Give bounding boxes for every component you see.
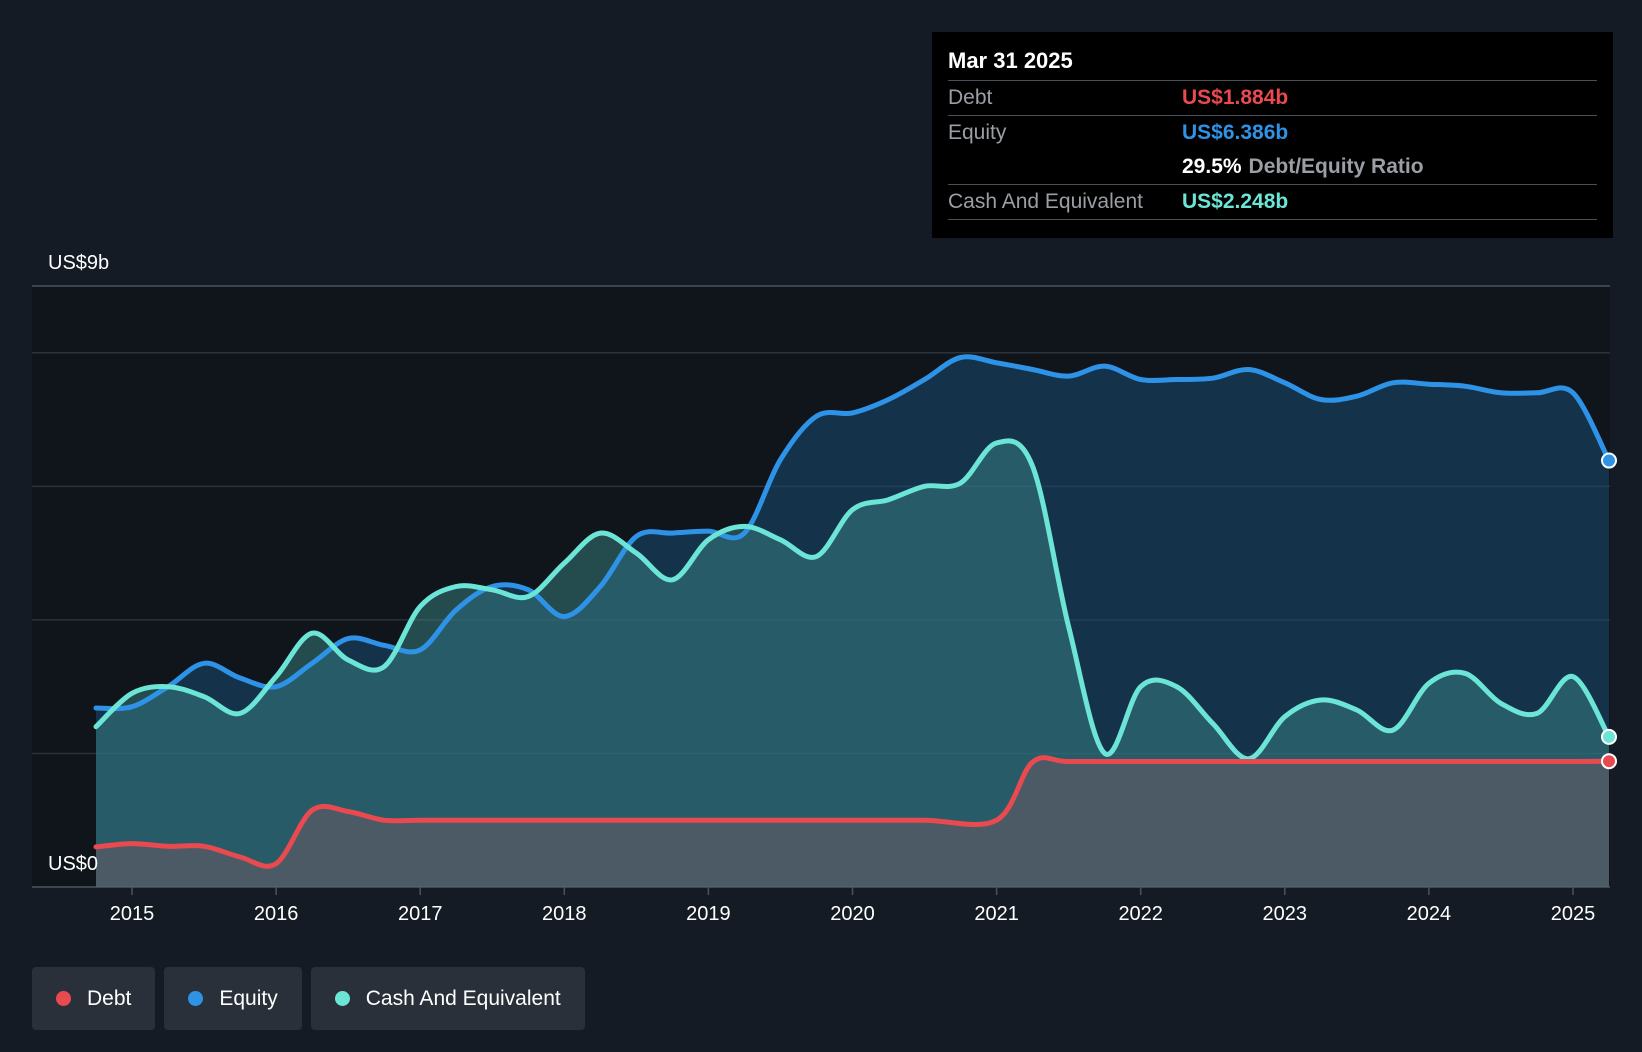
tooltip-debt-value: US$1.884b <box>1182 86 1289 109</box>
x-tick-label: 2018 <box>542 903 587 925</box>
tooltip-cash-label: Cash And Equivalent <box>948 190 1143 213</box>
tooltip-cash-value: US$2.248b <box>1182 190 1289 213</box>
series-line <box>93 755 1612 869</box>
tooltip-equity-value: US$6.386b <box>1182 121 1289 144</box>
series-line <box>93 354 1612 712</box>
tooltip-row-debt: Debt US$1.884b <box>948 80 1597 115</box>
legend-equity-label: Equity <box>219 986 278 1010</box>
tooltip-row-ratio: 29.5% Debt/Equity Ratio <box>948 150 1597 184</box>
x-tick-label: 2022 <box>1118 903 1163 925</box>
legend-item-cash[interactable]: Cash And Equivalent <box>310 967 585 1030</box>
x-tick-label: 2021 <box>974 903 1019 925</box>
series-line <box>93 438 1612 762</box>
legend-debt-label: Debt <box>87 986 132 1010</box>
y-axis-top-label: US$9b <box>48 252 109 274</box>
end-markers <box>1601 452 1617 770</box>
tooltip-row-equity: Equity US$6.386b <box>948 115 1597 150</box>
equity-dot-icon <box>188 991 204 1006</box>
series-lines <box>93 354 1612 869</box>
tooltip-panel: Mar 31 2025 Debt US$1.884b Equity US$6.3… <box>932 32 1613 238</box>
series-end-point <box>1601 452 1617 469</box>
x-tick-label: 2020 <box>830 903 875 925</box>
series-end-point <box>1601 753 1617 770</box>
x-axis-ticks: 2015 2016 2017 2018 2019 2020 2021 2022 2023 2024… <box>110 887 1595 925</box>
tooltip-ratio-value: 29.5% <box>1182 155 1242 178</box>
x-tick-label: 2019 <box>686 903 731 925</box>
x-tick-label: 2025 <box>1551 903 1596 925</box>
tooltip-row-cash: Cash And Equivalent US$2.248b <box>948 184 1597 220</box>
tooltip-ratio-label: Debt/Equity Ratio <box>1248 155 1424 178</box>
chart-legend: Debt Equity Cash And Equivalent <box>32 967 585 1030</box>
tooltip-date: Mar 31 2025 <box>948 48 1073 73</box>
debt-dot-icon <box>56 991 71 1006</box>
x-tick-label: 2015 <box>110 903 155 925</box>
x-tick-label: 2024 <box>1407 903 1452 925</box>
series-area <box>96 356 1609 887</box>
cash-dot-icon <box>334 991 350 1006</box>
x-tick-label: 2016 <box>254 903 299 925</box>
x-tick-label: 2017 <box>398 903 443 925</box>
y-axis-bottom-label: US$0 <box>48 853 98 875</box>
x-tick-label: 2023 <box>1263 903 1308 925</box>
legend-item-debt[interactable]: Debt <box>32 967 156 1030</box>
tooltip-equity-label: Equity <box>948 121 1007 144</box>
legend-cash-label: Cash And Equivalent <box>365 986 561 1010</box>
legend-item-equity[interactable]: Equity <box>164 967 302 1030</box>
series-end-point <box>1601 728 1617 745</box>
tooltip-debt-label: Debt <box>948 86 993 109</box>
